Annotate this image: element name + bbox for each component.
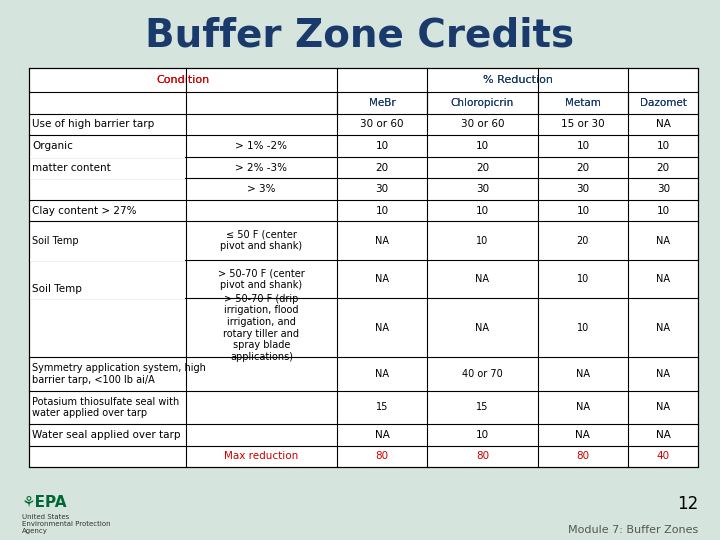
Bar (30, 177, 186, 179)
Text: 30: 30 (657, 184, 670, 194)
Text: 10: 10 (577, 274, 589, 284)
Text: 40 or 70: 40 or 70 (462, 369, 503, 379)
Text: 10: 10 (476, 206, 489, 215)
Bar (627, 68, 630, 92)
Bar (30, 156, 186, 158)
Text: matter content: matter content (32, 163, 111, 172)
Text: ≤ 50 F (center
pivot and shank): ≤ 50 F (center pivot and shank) (220, 230, 302, 252)
Text: Dazomet: Dazomet (640, 98, 687, 108)
Text: Metam: Metam (565, 98, 600, 108)
Text: Potasium thiosulfate seal with
water applied over tarp: Potasium thiosulfate seal with water app… (32, 396, 180, 418)
Text: Symmetry application system, high
barrier tarp, <100 lb ai/A: Symmetry application system, high barrie… (32, 363, 206, 385)
Text: > 50-70 F (drip
irrigation, flood
irrigation, and
rotary tiller and
spray blade
: > 50-70 F (drip irrigation, flood irriga… (223, 294, 300, 362)
Text: 10: 10 (375, 206, 389, 215)
Text: 10: 10 (476, 430, 489, 440)
Text: Max reduction: Max reduction (225, 451, 299, 461)
Bar (186, 113, 189, 135)
Text: NA: NA (656, 369, 670, 379)
Text: 30 or 60: 30 or 60 (461, 119, 504, 130)
Text: NA: NA (375, 323, 389, 333)
Text: 30: 30 (375, 184, 389, 194)
Text: NA: NA (656, 274, 670, 284)
Text: 80: 80 (576, 451, 590, 461)
Text: 15: 15 (376, 402, 388, 413)
Text: NA: NA (475, 323, 490, 333)
Text: NA: NA (656, 402, 670, 413)
Text: 20: 20 (577, 235, 589, 246)
Text: 20: 20 (476, 163, 489, 172)
Bar (186, 424, 189, 446)
Text: NA: NA (656, 235, 670, 246)
Text: 10: 10 (375, 141, 389, 151)
Text: 15 or 30: 15 or 30 (561, 119, 605, 130)
Text: 20: 20 (576, 163, 590, 172)
Text: Metam: Metam (565, 98, 600, 108)
Bar (426, 68, 429, 92)
Text: NA: NA (656, 323, 670, 333)
Text: > 50-70 F (center
pivot and shank): > 50-70 F (center pivot and shank) (218, 268, 305, 290)
Text: Use of high barrier tarp: Use of high barrier tarp (32, 119, 155, 130)
Text: Condition: Condition (156, 75, 210, 85)
Text: Module 7: Buffer Zones: Module 7: Buffer Zones (568, 524, 698, 535)
Text: MeBr: MeBr (369, 98, 395, 108)
Text: ⚘EPA: ⚘EPA (22, 495, 67, 510)
Bar (186, 200, 189, 221)
Text: Chloropicrin: Chloropicrin (451, 98, 514, 108)
Text: NA: NA (575, 430, 590, 440)
Text: NA: NA (656, 119, 671, 130)
Bar (186, 68, 189, 113)
Bar (186, 390, 189, 424)
Text: > 2% -3%: > 2% -3% (235, 163, 287, 172)
Text: % Reduction: % Reduction (482, 75, 553, 85)
Text: 20: 20 (375, 163, 389, 172)
Text: Soil Temp: Soil Temp (32, 235, 79, 246)
Text: NA: NA (576, 402, 590, 413)
Text: MeBr: MeBr (369, 98, 395, 108)
Bar (30, 259, 186, 261)
Text: 40: 40 (657, 451, 670, 461)
Bar (537, 68, 540, 92)
Text: NA: NA (374, 430, 390, 440)
Text: NA: NA (375, 369, 389, 379)
Text: Clay content > 27%: Clay content > 27% (32, 206, 137, 215)
Text: 10: 10 (576, 141, 590, 151)
Text: > 1% -2%: > 1% -2% (235, 141, 287, 151)
FancyBboxPatch shape (29, 68, 698, 467)
Text: 80: 80 (375, 451, 389, 461)
Text: 15: 15 (476, 402, 489, 413)
Text: 30: 30 (476, 184, 489, 194)
Text: 80: 80 (476, 451, 489, 461)
Text: > 3%: > 3% (247, 184, 276, 194)
Text: Organic: Organic (32, 141, 73, 151)
Text: 10: 10 (657, 141, 670, 151)
Text: 10: 10 (476, 141, 489, 151)
Text: NA: NA (375, 235, 389, 246)
Text: 10: 10 (576, 206, 590, 215)
Text: Chloropicrin: Chloropicrin (451, 98, 514, 108)
Text: % Reduction: % Reduction (482, 75, 553, 85)
Text: NA: NA (576, 369, 590, 379)
Text: 30 or 60: 30 or 60 (360, 119, 404, 130)
Bar (186, 357, 189, 390)
Text: Buffer Zone Credits: Buffer Zone Credits (145, 16, 575, 54)
Text: Soil Temp: Soil Temp (32, 285, 82, 294)
Text: 10: 10 (577, 323, 589, 333)
Text: 10: 10 (477, 235, 489, 246)
Bar (30, 297, 186, 299)
Text: 12: 12 (677, 495, 698, 513)
Text: NA: NA (656, 430, 671, 440)
Text: NA: NA (475, 274, 490, 284)
Text: Condition: Condition (156, 75, 210, 85)
Text: United States
Environmental Protection
Agency: United States Environmental Protection A… (22, 514, 110, 534)
Text: 30: 30 (576, 184, 590, 194)
Text: NA: NA (375, 274, 389, 284)
Text: 20: 20 (657, 163, 670, 172)
Text: Dazomet: Dazomet (640, 98, 687, 108)
Text: Water seal applied over tarp: Water seal applied over tarp (32, 430, 181, 440)
Text: 10: 10 (657, 206, 670, 215)
